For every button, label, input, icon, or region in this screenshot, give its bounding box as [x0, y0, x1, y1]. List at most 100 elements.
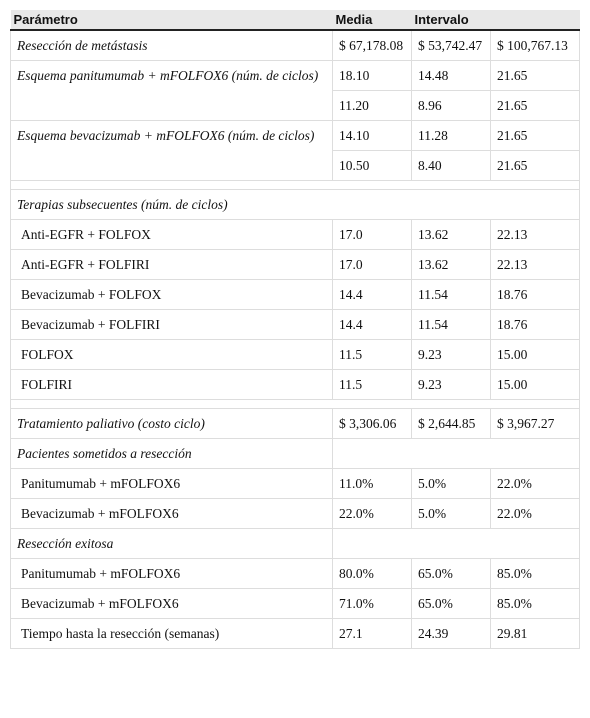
table-cell: $ 67,178.08: [332, 29, 412, 61]
table-cell: 11.5: [332, 369, 412, 400]
table-cell: Resección exitosa: [10, 528, 333, 559]
table-cell: $ 3,967.27: [490, 408, 580, 439]
table-cell: 17.0: [332, 219, 412, 250]
table-cell: 21.65: [490, 120, 580, 151]
table-cell: 8.96: [411, 90, 491, 121]
spacer-row: [10, 399, 580, 409]
table-cell: 14.48: [411, 60, 491, 91]
table-cell: 22.0%: [490, 468, 580, 499]
table-row: Tratamiento paliativo (costo ciclo) $ 3,3…: [10, 408, 580, 439]
table-cell: 21.65: [490, 60, 580, 91]
table-cell: 85.0%: [490, 588, 580, 619]
table-cell: Tratamiento paliativo (costo ciclo): [10, 408, 333, 439]
table-cell: 22.0%: [332, 498, 412, 529]
table-cell: Esquema panitumumab + mFOLFOX6 (núm. de …: [10, 60, 333, 121]
table-cell: 5.0%: [411, 498, 491, 529]
table-cell: 85.0%: [490, 558, 580, 589]
table-cell: 8.40: [411, 150, 491, 181]
table-cell: FOLFIRI: [10, 369, 333, 400]
table-cell: 27.1: [332, 618, 412, 649]
table-cell: Bevacizumab + mFOLFOX6: [10, 498, 333, 529]
table-row: Tiempo hasta la resección (semanas) 27.1 2…: [10, 618, 580, 649]
table-row: Bevacizumab + FOLFIRI 14.4 11.54 18.76: [10, 309, 580, 340]
table-cell: Anti-EGFR + FOLFOX: [10, 219, 333, 250]
table-cell: 11.54: [411, 309, 491, 340]
table-cell: 11.54: [411, 279, 491, 310]
table-cell: 5.0%: [411, 468, 491, 499]
table-cell: 18.76: [490, 309, 580, 340]
table-row: Resección exitosa: [10, 528, 580, 559]
table-row: Resección de metástasis $ 67,178.08 $ 53,7…: [10, 29, 580, 61]
table-cell: 22.0%: [490, 498, 580, 529]
table-cell: 9.23: [411, 339, 491, 370]
table-row: Bevacizumab + mFOLFOX6 22.0% 5.0% 22.0%: [10, 498, 580, 529]
table-row: 10.50 8.40 21.65: [11, 150, 580, 181]
table-cell: 65.0%: [411, 558, 491, 589]
header-cell: Media: [332, 10, 412, 31]
table-cell: Pacientes sometidos a resección: [10, 438, 333, 469]
table-cell: $ 3,306.06: [332, 408, 412, 439]
table-row: Panitumumab + mFOLFOX6 11.0% 5.0% 22.0%: [10, 468, 580, 499]
table-cell: Anti-EGFR + FOLFIRI: [10, 249, 333, 280]
parameter-table: Parámetro Media Intervalo Resección de m…: [10, 10, 580, 649]
table-row: Anti-EGFR + FOLFOX 17.0 13.62 22.13: [10, 219, 580, 250]
table-row: Anti-EGFR + FOLFIRI 17.0 13.62 22.13: [10, 249, 580, 280]
table-cell: 80.0%: [332, 558, 412, 589]
table-row: FOLFIRI 11.5 9.23 15.00: [10, 369, 580, 400]
spacer-cell: [10, 180, 580, 190]
table-cell: Panitumumab + mFOLFOX6: [10, 558, 333, 589]
table-cell: Terapias subsecuentes (núm. de ciclos): [10, 189, 580, 220]
table-cell: FOLFOX: [10, 339, 333, 370]
table-row: FOLFOX 11.5 9.23 15.00: [10, 339, 580, 370]
spacer-row: [10, 180, 580, 190]
table-cell: Esquema bevacizumab + mFOLFOX6 (núm. de …: [10, 120, 333, 181]
table-cell: 71.0%: [332, 588, 412, 619]
table-cell: 14.4: [332, 309, 412, 340]
table-cell: 21.65: [490, 90, 580, 121]
empty-cell: [332, 528, 580, 559]
table-cell: Bevacizumab + mFOLFOX6: [10, 588, 333, 619]
spacer-cell: [10, 399, 580, 409]
table-row: Pacientes sometidos a resección: [10, 438, 580, 469]
table-cell: Panitumumab + mFOLFOX6: [10, 468, 333, 499]
table-cell: 11.5: [332, 339, 412, 370]
table-cell: 11.0%: [332, 468, 412, 499]
table-row: 11.20 8.96 21.65: [11, 90, 580, 121]
header-cell: Intervalo: [411, 10, 580, 31]
header-cell: Parámetro: [10, 10, 333, 31]
table-cell: 17.0: [332, 249, 412, 280]
table-row: Terapias subsecuentes (núm. de ciclos): [10, 189, 580, 220]
table-cell: $ 2,644.85: [411, 408, 491, 439]
table-cell: 11.20: [332, 90, 412, 121]
table-row: Bevacizumab + mFOLFOX6 71.0% 65.0% 85.0%: [10, 588, 580, 619]
table-cell: 29.81: [490, 618, 580, 649]
table-cell: Bevacizumab + FOLFIRI: [10, 309, 333, 340]
table-cell: 18.10: [332, 60, 412, 91]
table-row: Esquema bevacizumab + mFOLFOX6 (núm. de …: [10, 120, 580, 181]
table-cell: 10.50: [332, 150, 412, 181]
table-cell: 24.39: [411, 618, 491, 649]
header-row: Parámetro Media Intervalo: [10, 10, 580, 31]
table-cell: 22.13: [490, 249, 580, 280]
table-cell: 15.00: [490, 339, 580, 370]
table-cell: 14.4: [332, 279, 412, 310]
table-cell: $ 53,742.47: [411, 29, 491, 61]
table-cell: Bevacizumab + FOLFOX: [10, 279, 333, 310]
table-cell: $ 100,767.13: [490, 29, 580, 61]
table-cell: Resección de metástasis: [10, 29, 333, 61]
table-cell: 21.65: [490, 150, 580, 181]
table-cell: 65.0%: [411, 588, 491, 619]
table-cell: 15.00: [490, 369, 580, 400]
table-cell: 11.28: [411, 120, 491, 151]
table-row: Esquema panitumumab + mFOLFOX6 (núm. de …: [10, 60, 580, 121]
table-cell: 22.13: [490, 219, 580, 250]
table-cell: 13.62: [411, 219, 491, 250]
table-cell: 13.62: [411, 249, 491, 280]
table-cell: 14.10: [332, 120, 412, 151]
table-row: Panitumumab + mFOLFOX6 80.0% 65.0% 85.0%: [10, 558, 580, 589]
table-cell: 18.76: [490, 279, 580, 310]
table-row: Bevacizumab + FOLFOX 14.4 11.54 18.76: [10, 279, 580, 310]
table-cell: Tiempo hasta la resección (semanas): [10, 618, 333, 649]
empty-cell: [332, 438, 580, 469]
